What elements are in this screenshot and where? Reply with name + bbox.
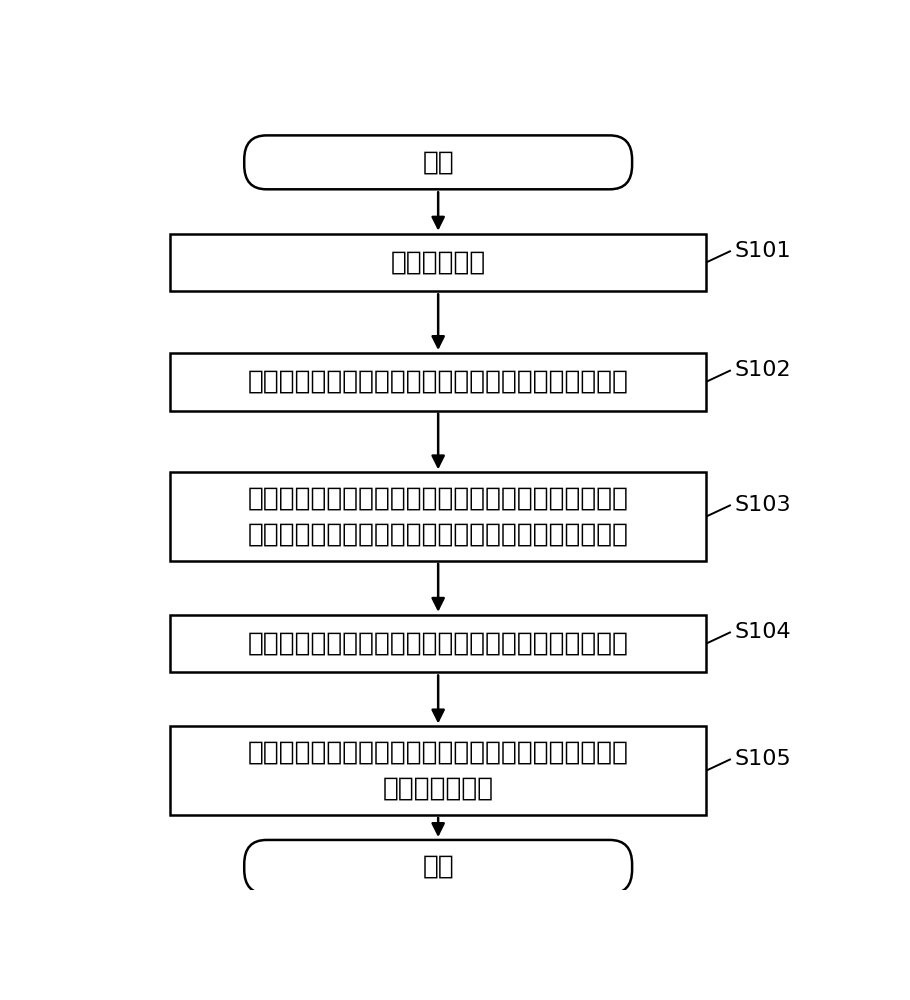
Text: 结束: 结束 (422, 854, 454, 880)
Text: S102: S102 (734, 360, 791, 380)
Bar (170, 726, 706, 815)
Bar (170, 472, 706, 561)
Text: 对所述挖空文件中的端口信号进行赋值，得到挖空模块: 对所述挖空文件中的端口信号进行赋值，得到挖空模块 (248, 631, 629, 657)
FancyBboxPatch shape (244, 135, 632, 189)
Text: 利用剔除脚本解析所述待验证模块执行挖空操作，得到
端口信号，并结合模块路径和所述模块名生成挖空文件: 利用剔除脚本解析所述待验证模块执行挖空操作，得到 端口信号，并结合模块路径和所述… (248, 486, 629, 548)
Text: 开始: 开始 (422, 149, 454, 175)
Text: 根据所述验证请求确认待验证模块的模块路径和模块名: 根据所述验证请求确认待验证模块的模块路径和模块名 (248, 369, 629, 395)
Text: 利用所述挖空模块替换所述待验证模块添加至仿真脚本
进行系统级验证: 利用所述挖空模块替换所述待验证模块添加至仿真脚本 进行系统级验证 (248, 740, 629, 802)
Text: S101: S101 (734, 241, 791, 261)
Text: 接收验证请求: 接收验证请求 (390, 249, 486, 275)
Bar (170, 615, 706, 672)
Text: S104: S104 (734, 622, 791, 642)
Text: S103: S103 (734, 495, 791, 515)
Bar (170, 234, 706, 291)
FancyBboxPatch shape (244, 840, 632, 894)
Bar (170, 353, 706, 411)
Text: S105: S105 (734, 749, 791, 769)
